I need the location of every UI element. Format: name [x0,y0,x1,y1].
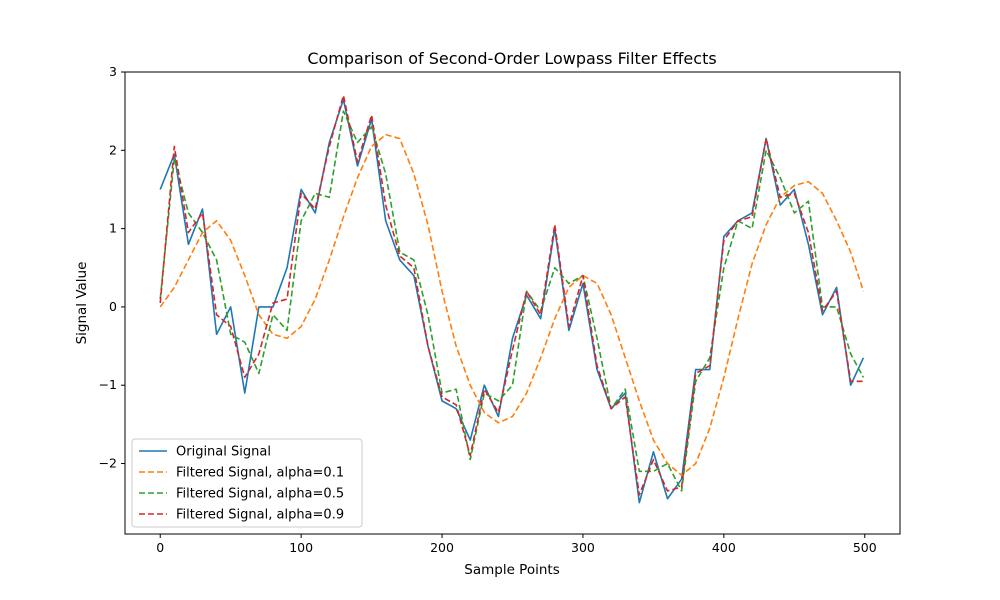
plot-lines [159,94,865,504]
legend-label-1: Filtered Signal, alpha=0.1 [176,466,344,481]
y-axis-label: Signal Value [74,262,90,345]
legend-label-3: Filtered Signal, alpha=0.9 [176,508,344,523]
plot-frame [124,71,901,535]
x-tick-label: 400 [712,540,736,555]
series-line-3 [159,94,864,496]
y-tick-label: 2 [109,142,117,157]
x-tick-label: 500 [853,540,877,555]
x-tick-label: 100 [289,540,313,555]
chart-title: Comparison of Second-Order Lowpass Filte… [307,49,716,68]
series-line-2 [159,110,865,492]
y-tick-label: 1 [109,221,117,236]
y-tick-label: −1 [99,377,117,392]
x-axis-label: Sample Points [464,562,559,578]
x-axis: 0 100 200 300 400 500 [156,534,877,555]
x-tick-label: 300 [571,540,595,555]
legend-box [131,438,363,528]
y-tick-label: −2 [99,456,117,471]
series-line-1 [159,133,865,477]
x-tick-label: 200 [430,540,454,555]
legend-label-2: Filtered Signal, alpha=0.5 [176,487,344,502]
legend-label-0: Original Signal [176,445,271,460]
legend: Original Signal Filtered Signal, alpha=0.… [131,438,363,528]
series-line-0 [159,98,865,504]
y-tick-label: 3 [109,64,117,79]
x-tick-label: 0 [156,540,164,555]
y-tick-label: 0 [109,299,117,314]
y-axis: −2 −1 0 1 2 3 [99,64,125,471]
